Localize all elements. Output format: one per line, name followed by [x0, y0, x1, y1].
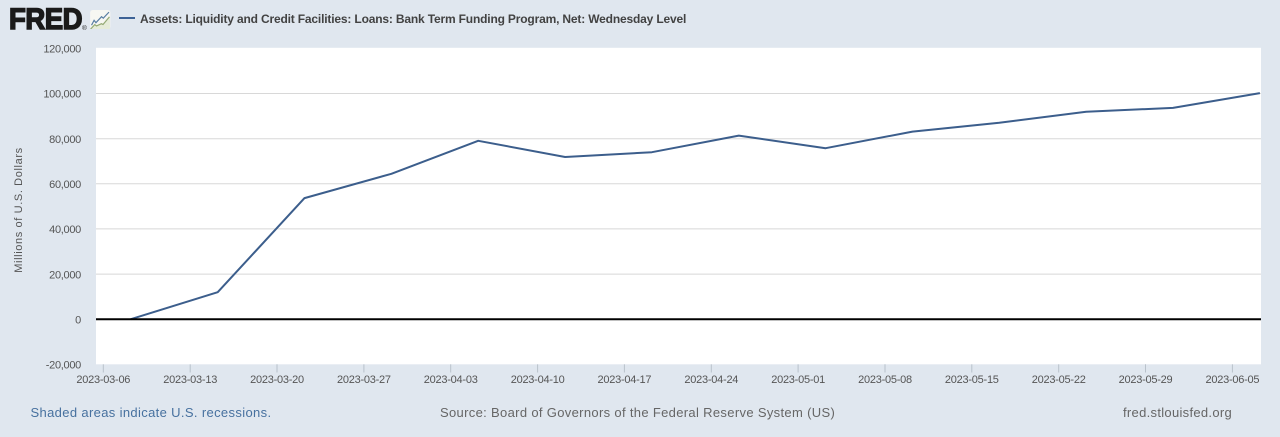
svg-text:2023-05-08: 2023-05-08: [858, 374, 912, 386]
svg-text:2023-04-10: 2023-04-10: [511, 374, 565, 386]
svg-text:40,000: 40,000: [49, 224, 81, 236]
svg-text:-20,000: -20,000: [46, 360, 81, 372]
svg-text:60,000: 60,000: [49, 179, 81, 191]
svg-text:2023-04-24: 2023-04-24: [684, 374, 738, 386]
svg-text:2023-05-22: 2023-05-22: [1032, 374, 1086, 386]
svg-text:0: 0: [75, 314, 81, 326]
svg-text:2023-03-20: 2023-03-20: [250, 374, 304, 386]
svg-text:100,000: 100,000: [43, 89, 81, 101]
svg-text:Millions of U.S. Dollars: Millions of U.S. Dollars: [13, 147, 25, 273]
svg-text:80,000: 80,000: [49, 134, 81, 146]
svg-text:2023-03-27: 2023-03-27: [337, 374, 391, 386]
svg-text:2023-06-05: 2023-06-05: [1206, 374, 1260, 386]
svg-text:2023-05-15: 2023-05-15: [945, 374, 999, 386]
svg-text:20,000: 20,000: [49, 269, 81, 281]
svg-text:2023-03-06: 2023-03-06: [76, 374, 130, 386]
svg-text:2023-03-13: 2023-03-13: [163, 374, 217, 386]
svg-text:2023-04-03: 2023-04-03: [424, 374, 478, 386]
svg-text:120,000: 120,000: [43, 44, 81, 56]
svg-text:2023-04-17: 2023-04-17: [598, 374, 652, 386]
svg-text:2023-05-29: 2023-05-29: [1119, 374, 1173, 386]
svg-text:2023-05-01: 2023-05-01: [771, 374, 825, 386]
